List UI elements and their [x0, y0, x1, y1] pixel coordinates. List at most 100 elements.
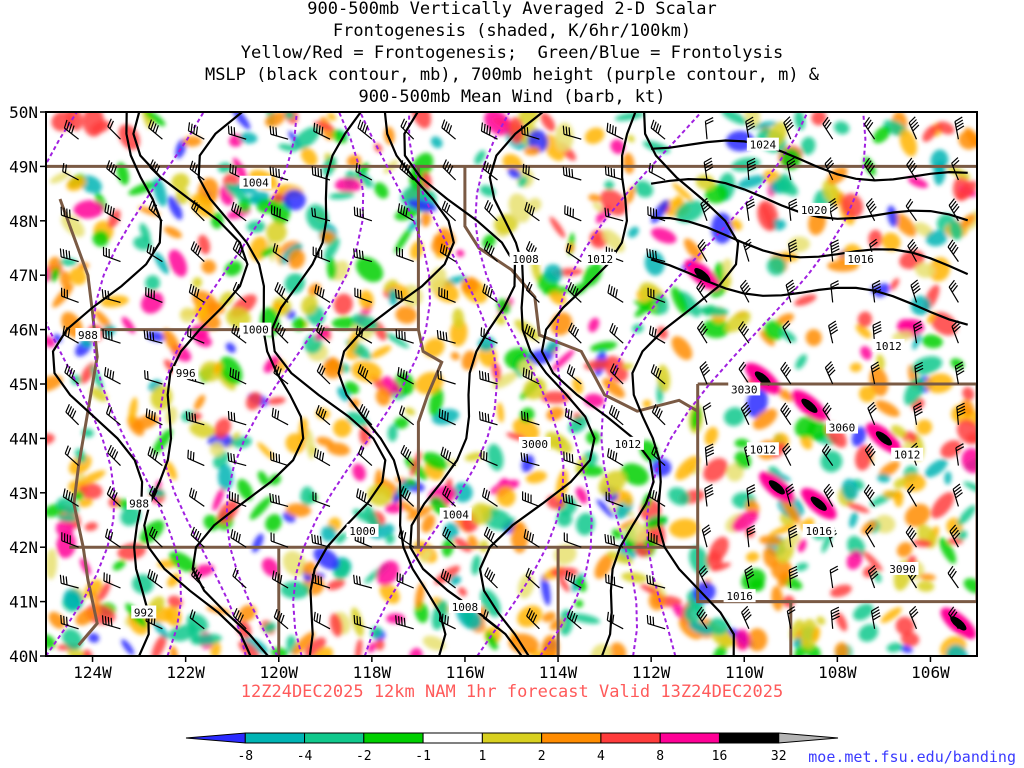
wind-barb: [699, 361, 711, 385]
lon-tick-label: 122W: [166, 663, 205, 682]
wind-barb: [274, 281, 289, 303]
wind-barb: [522, 163, 540, 181]
wind-barb: [106, 485, 121, 507]
wind-barb: [62, 488, 79, 507]
wind-barb: [397, 366, 414, 385]
wind-barb: [604, 166, 624, 181]
wind-barb: [905, 198, 917, 222]
wind-barb: [865, 198, 877, 222]
wind-barb: [863, 484, 876, 507]
contour-label: 1016: [802, 523, 835, 538]
contour-labels: 1004 1024 1020 1016 1008 1012 1000 988 996 1012 30…: [75, 137, 924, 619]
wind-barb: [353, 248, 373, 263]
svg-text:1012: 1012: [750, 443, 777, 456]
wind-barb: [870, 361, 880, 385]
wind-barb: [437, 370, 456, 385]
wind-barb: [908, 116, 920, 140]
wind-barb: [521, 410, 540, 426]
contour-label: 1008: [509, 251, 542, 266]
colorbar-label: -2: [356, 749, 372, 764]
wind-barb: [646, 614, 666, 630]
colorbar-label: -1: [415, 749, 431, 764]
wind-barb: [780, 402, 792, 426]
svg-text:996: 996: [176, 367, 196, 380]
wind-barb: [227, 452, 247, 467]
svg-text:1016: 1016: [726, 590, 753, 603]
contour-label: 1008: [448, 600, 481, 614]
wind-barb: [567, 281, 582, 303]
colorbar-swatch: [541, 732, 602, 744]
contour-label: 1012: [891, 447, 924, 462]
wind-barb: [147, 446, 163, 467]
wind-barb: [650, 364, 666, 385]
wind-barb: [741, 605, 752, 630]
title-line-1: 900-500mb Vertically Averaged 2-D Scalar: [307, 0, 717, 19]
wind-barb: [353, 614, 373, 630]
svg-text:1020: 1020: [801, 204, 828, 217]
contour-label: 1004: [439, 507, 472, 522]
wind-barb: [59, 574, 79, 589]
wind-barb: [524, 201, 540, 222]
colorbar-swatch: [244, 732, 306, 744]
credit-link[interactable]: moe.met.fsu.edu/banding: [808, 748, 1016, 766]
wind-barb: [232, 567, 247, 589]
colorbar-swatch: [422, 732, 483, 744]
wind-barb: [273, 364, 289, 385]
wind-barb: [104, 203, 121, 222]
wind-barb: [864, 443, 876, 466]
wind-barb: [273, 608, 289, 630]
wind-barb: [149, 159, 163, 181]
wind-barb: [438, 287, 456, 303]
wind-barb: [746, 484, 756, 507]
contour-label: 1012: [611, 436, 644, 451]
wind-barb: [400, 444, 415, 467]
wind-barb: [311, 166, 331, 181]
wind-barb: [704, 484, 714, 507]
wind-barb: [647, 206, 666, 222]
wind-barb: [865, 524, 876, 548]
wind-barb: [526, 608, 540, 630]
lat-tick-label: 43N: [9, 484, 38, 503]
wind-barb: [269, 493, 289, 507]
wind-barb: [442, 485, 457, 507]
lat-tick-label: 41N: [9, 593, 38, 612]
wind-barb: [270, 532, 289, 548]
contour-label: 3060: [826, 420, 859, 435]
wind-barb: [788, 239, 798, 262]
wind-barb: [313, 448, 331, 467]
wind-barb: [316, 363, 331, 385]
wind-barb: [786, 157, 796, 181]
wind-barb: [394, 289, 414, 303]
wind-barb: [147, 569, 163, 589]
wind-barb: [566, 364, 582, 385]
wind-barb: [648, 162, 666, 181]
wind-barb: [442, 159, 457, 181]
wind-barb: [148, 485, 163, 507]
wind-barb: [609, 322, 624, 344]
svg-text:1008: 1008: [512, 253, 539, 266]
wind-barb: [744, 565, 755, 589]
wind-barb: [824, 157, 835, 181]
wind-barb: [696, 606, 708, 630]
wind-barb: [232, 608, 247, 630]
wind-barb: [482, 609, 498, 630]
lon-tick-label: 124W: [73, 663, 112, 682]
wind-barb: [906, 483, 918, 507]
lat-tick-label: 48N: [9, 212, 38, 231]
wind-barb: [102, 246, 121, 263]
lon-tick-label: 118W: [353, 663, 392, 682]
title-line-3: Yellow/Red = Frontogenesis; Green/Blue =…: [240, 43, 784, 63]
wind-barb: [525, 567, 540, 589]
wind-barb: [357, 364, 373, 385]
colorbar-swatch: [778, 732, 839, 744]
wind-barb: [148, 526, 163, 548]
wind-barb: [704, 443, 715, 466]
wind-barb: [566, 608, 582, 630]
wind-barb: [104, 366, 121, 385]
wind-barb: [740, 401, 752, 426]
wind-barb: [604, 533, 624, 548]
wind-barb: [396, 572, 414, 589]
wind-barb: [400, 118, 415, 140]
wind-barb: [312, 246, 331, 263]
svg-text:1004: 1004: [242, 177, 269, 190]
